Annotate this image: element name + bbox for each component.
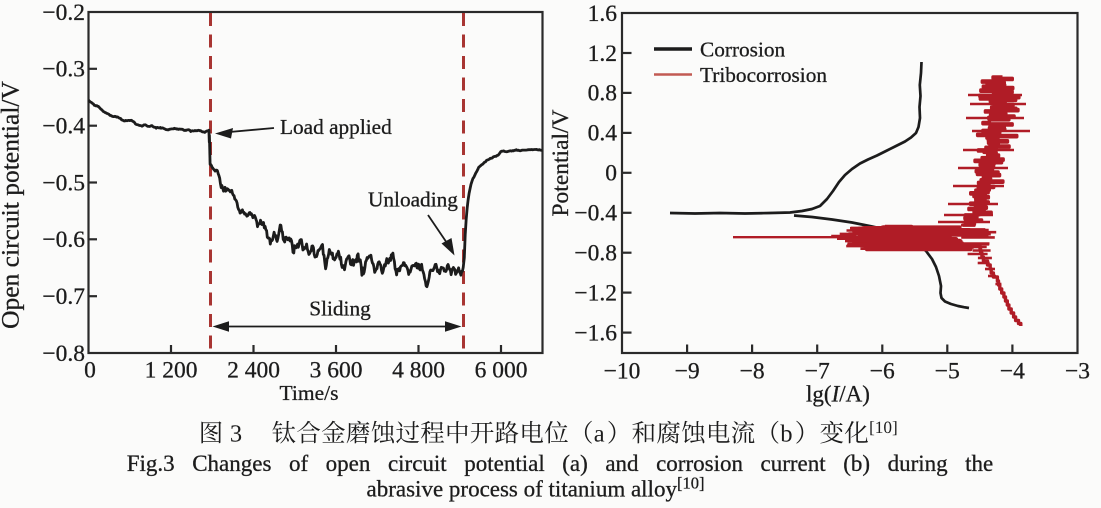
svg-text:−1.2: −1.2 bbox=[574, 280, 617, 306]
svg-text:Open circuit potential/V: Open circuit potential/V bbox=[0, 80, 25, 328]
svg-text:0.4: 0.4 bbox=[588, 121, 618, 147]
svg-text:−4: −4 bbox=[1000, 359, 1025, 385]
svg-text:1.6: 1.6 bbox=[588, 1, 618, 27]
svg-text:Potential/V: Potential/V bbox=[548, 109, 574, 216]
svg-text:−0.5: −0.5 bbox=[42, 170, 85, 196]
svg-text:6 000: 6 000 bbox=[475, 358, 528, 384]
svg-text:−0.6: −0.6 bbox=[42, 227, 85, 253]
svg-text:−0.4: −0.4 bbox=[42, 114, 85, 140]
svg-text:Unloading: Unloading bbox=[368, 188, 458, 212]
svg-text:Sliding: Sliding bbox=[309, 297, 371, 321]
svg-text:−7: −7 bbox=[805, 359, 830, 385]
svg-text:−0.7: −0.7 bbox=[42, 284, 85, 310]
svg-text:0: 0 bbox=[605, 161, 617, 187]
svg-text:lg(I/A): lg(I/A) bbox=[806, 382, 870, 407]
svg-text:−1.6: −1.6 bbox=[574, 320, 617, 346]
svg-text:Time/s: Time/s bbox=[280, 381, 339, 405]
svg-text:3 600: 3 600 bbox=[310, 358, 363, 384]
svg-text:−0.8: −0.8 bbox=[574, 241, 617, 267]
svg-text:Tribocorrosion: Tribocorrosion bbox=[700, 63, 827, 87]
svg-text:−0.3: −0.3 bbox=[42, 57, 85, 83]
svg-text:−0.2: −0.2 bbox=[42, 0, 85, 26]
svg-text:0.8: 0.8 bbox=[588, 81, 617, 107]
svg-text:−0.4: −0.4 bbox=[574, 201, 617, 227]
svg-text:Fig.3 Changes of open circuit: Fig.3 Changes of open circuit potential … bbox=[127, 451, 994, 476]
svg-text:abrasive process of titanium a: abrasive process of titanium alloy[10] bbox=[367, 474, 705, 502]
svg-text:−0.8: −0.8 bbox=[42, 341, 85, 367]
svg-text:1 200: 1 200 bbox=[145, 358, 198, 384]
svg-text:−3: −3 bbox=[1065, 359, 1090, 385]
svg-text:−9: −9 bbox=[675, 359, 700, 385]
svg-text:−5: −5 bbox=[935, 359, 960, 385]
svg-text:0: 0 bbox=[84, 358, 96, 384]
svg-text:−8: −8 bbox=[740, 359, 765, 385]
svg-text:4 800: 4 800 bbox=[392, 358, 445, 384]
svg-text:Corrosion: Corrosion bbox=[700, 38, 786, 62]
svg-text:Load applied: Load applied bbox=[280, 115, 392, 139]
svg-text:1.2: 1.2 bbox=[588, 41, 617, 67]
svg-text:2 400: 2 400 bbox=[227, 358, 280, 384]
svg-text:−10: −10 bbox=[604, 359, 641, 385]
svg-text:−6: −6 bbox=[870, 359, 895, 385]
